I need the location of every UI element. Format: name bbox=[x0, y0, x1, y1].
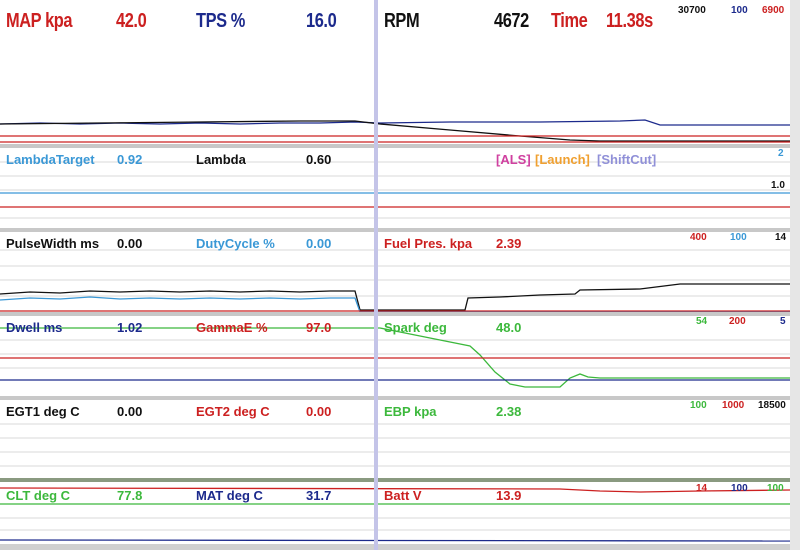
panel2-traces bbox=[0, 192, 790, 208]
map-value: 42.0 bbox=[116, 10, 147, 32]
egt1-scale-max: 18500 bbox=[758, 400, 786, 411]
egt2-scale-max: 1000 bbox=[722, 400, 745, 411]
clt-label: CLT deg C bbox=[6, 488, 71, 503]
gamma-value: 97.0 bbox=[306, 320, 332, 335]
dwell-scale-max: 5 bbox=[780, 316, 786, 327]
panel4-traces bbox=[0, 327, 790, 388]
lambda-target-label: LambdaTarget bbox=[6, 152, 95, 167]
panel-lambda: LambdaTarget 0.92 Lambda 0.60 [ALS] [Lau… bbox=[0, 148, 790, 228]
time-cursor[interactable] bbox=[374, 0, 378, 550]
gridlines bbox=[0, 161, 790, 531]
spark-label: Spark deg bbox=[384, 320, 447, 335]
rpm-value: 4672 bbox=[494, 10, 529, 32]
tps-label: TPS % bbox=[196, 10, 245, 32]
panel-map-tps-rpm: MAP kpa 42.0 TPS % 16.0 RPM 4672 Time 11… bbox=[0, 0, 790, 144]
egt2-label: EGT2 deg C bbox=[196, 404, 270, 419]
panel-fuel: PulseWidth ms 0.00 DutyCycle % 0.00 Fuel… bbox=[0, 232, 790, 312]
lambda-value: 0.60 bbox=[306, 152, 332, 167]
fuelpres-value: 2.39 bbox=[496, 236, 522, 251]
egt2-value: 0.00 bbox=[306, 404, 332, 419]
fuelpres-label: Fuel Pres. kpa bbox=[384, 236, 473, 251]
clt-scale-max: 100 bbox=[767, 483, 784, 494]
clt-value: 77.8 bbox=[117, 488, 143, 503]
time-value: 11.38s bbox=[606, 10, 653, 32]
ebp-label: EBP kpa bbox=[384, 404, 437, 419]
lambda-scale-mid: 1.0 bbox=[771, 180, 785, 191]
gamma-label: GammaE % bbox=[196, 320, 268, 335]
pulsewidth-trace bbox=[0, 283, 790, 311]
panel-divider[interactable] bbox=[0, 396, 790, 400]
mat-trace bbox=[0, 539, 791, 542]
spark-value: 48.0 bbox=[496, 320, 522, 335]
lambda-scale-max: 2 bbox=[778, 148, 784, 159]
spark-trace bbox=[0, 327, 790, 388]
tps-scale-max: 100 bbox=[731, 5, 748, 16]
dutycycle-value: 0.00 bbox=[306, 236, 332, 251]
panel-divider[interactable] bbox=[0, 228, 790, 232]
dwell-label: Dwell ms bbox=[6, 320, 63, 335]
map-label: MAP kpa bbox=[6, 10, 73, 32]
batt-value: 13.9 bbox=[496, 488, 522, 503]
dutycycle-label: DutyCycle % bbox=[196, 236, 275, 251]
lambda-target-value: 0.92 bbox=[117, 152, 143, 167]
shiftcut-tag: [ShiftCut] bbox=[597, 152, 657, 167]
dwell-value: 1.02 bbox=[117, 320, 143, 335]
egt1-value: 0.00 bbox=[117, 404, 143, 419]
batt-label: Batt V bbox=[384, 488, 422, 503]
panel6-traces bbox=[0, 487, 791, 542]
mat-value: 31.7 bbox=[306, 488, 332, 503]
panel3-traces bbox=[0, 283, 790, 313]
dutycycle-scale-max: 100 bbox=[730, 232, 747, 243]
tps-value: 16.0 bbox=[306, 10, 337, 32]
time-label: Time bbox=[551, 10, 588, 32]
panel-divider[interactable] bbox=[0, 478, 790, 482]
egt1-label: EGT1 deg C bbox=[6, 404, 80, 419]
rpm-label: RPM bbox=[384, 10, 420, 32]
batt-scale-max: 14 bbox=[696, 483, 708, 494]
bottom-scrollbar[interactable] bbox=[0, 544, 790, 550]
panel-ignition: Dwell ms 1.02 GammaE % 97.0 Spark deg 48… bbox=[0, 316, 790, 396]
panel1-traces bbox=[0, 119, 790, 143]
panel-divider[interactable] bbox=[0, 312, 790, 316]
gamma-scale-max: 200 bbox=[729, 316, 746, 327]
pulsewidth-label: PulseWidth ms bbox=[6, 236, 100, 251]
panel-temps-battery: CLT deg C 77.8 MAT deg C 31.7 Batt V 13.… bbox=[0, 482, 790, 544]
launch-tag: [Launch] bbox=[535, 152, 590, 167]
batt-trace bbox=[0, 487, 791, 493]
rpm-scale-max: 30700 bbox=[678, 5, 706, 16]
panel-exhaust: EGT1 deg C 0.00 EGT2 deg C 0.00 EBP kpa … bbox=[0, 400, 790, 478]
lambda-label: Lambda bbox=[196, 152, 246, 167]
spark-scale-max: 54 bbox=[696, 316, 708, 327]
pulsewidth-scale-max: 14 bbox=[775, 232, 787, 243]
pulsewidth-value: 0.00 bbox=[117, 236, 143, 251]
ebp-scale-max: 100 bbox=[690, 400, 707, 411]
rpm-trace bbox=[0, 120, 790, 142]
fuelpres-scale-max: 400 bbox=[690, 232, 707, 243]
mat-label: MAT deg C bbox=[196, 488, 263, 503]
mat-scale-max: 100 bbox=[731, 483, 748, 494]
right-edge bbox=[790, 0, 800, 550]
als-tag: [ALS] bbox=[496, 152, 531, 167]
dutycycle-trace bbox=[0, 296, 790, 313]
map-scale-max: 6900 bbox=[762, 5, 785, 16]
ebp-value: 2.38 bbox=[496, 404, 522, 419]
panel-divider[interactable] bbox=[0, 144, 790, 148]
